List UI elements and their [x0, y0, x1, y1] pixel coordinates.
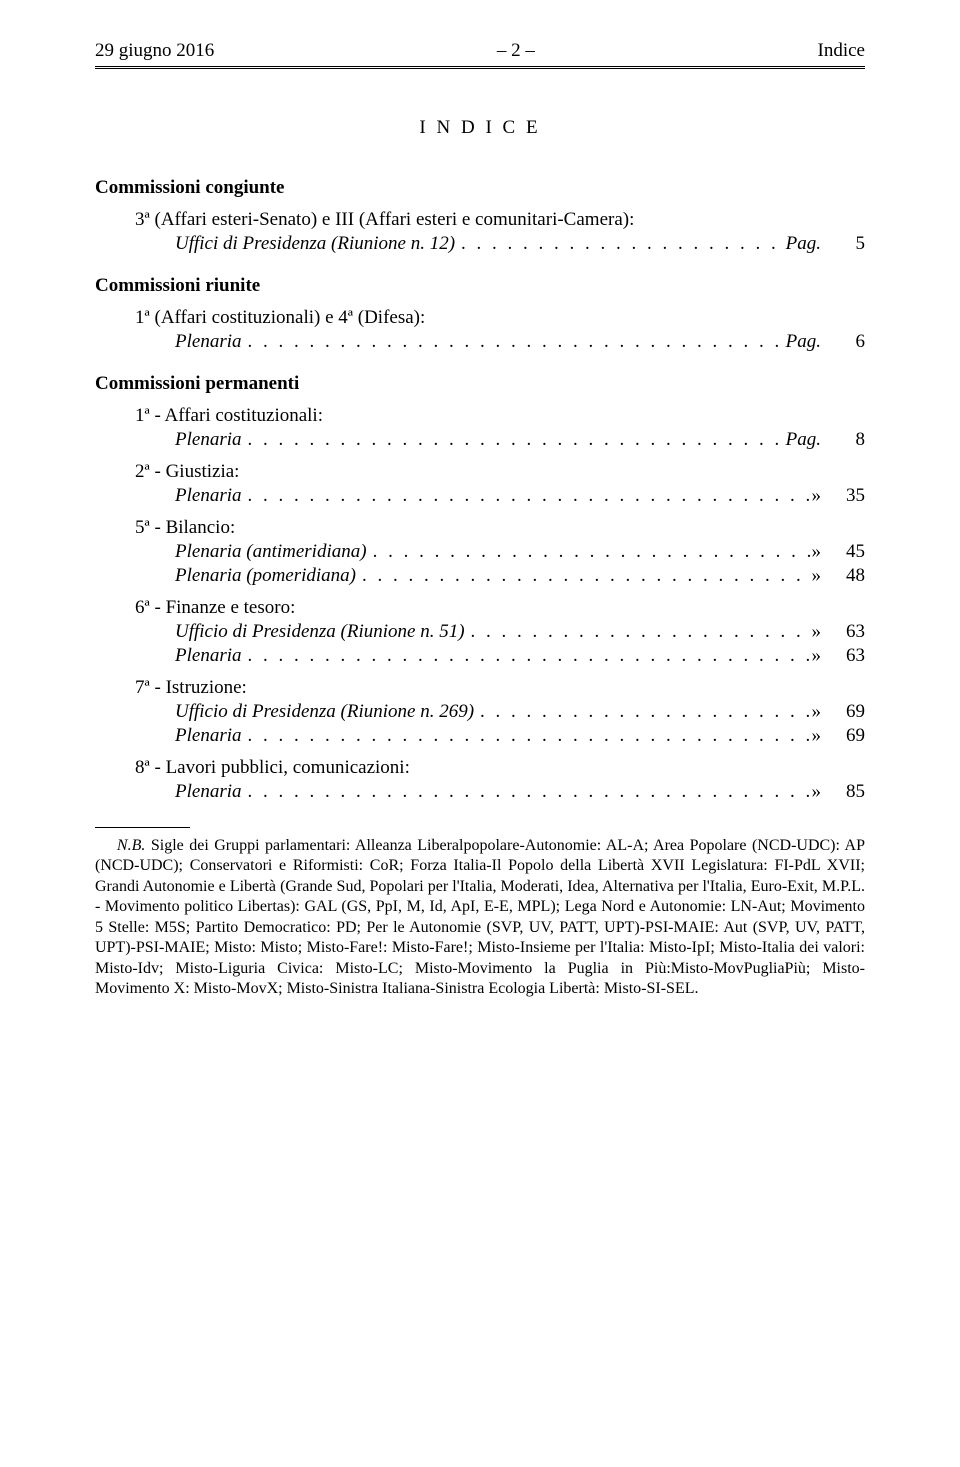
toc-line: Ufficio di Presidenza (Riunione n. 51) »6… — [175, 621, 865, 643]
toc-subentry: 3ª (Affari esteri-Senato) e III (Affari … — [135, 209, 865, 231]
toc-subentry: 8ª - Lavori pubblici, comunicazioni: — [135, 757, 865, 779]
section-heading: Commissioni riunite — [95, 275, 865, 297]
page-header: 29 giugno 2016 – 2 – Indice — [95, 40, 865, 66]
toc-label: Plenaria (pomeridiana) — [175, 565, 356, 587]
toc-leader-dots — [242, 485, 812, 507]
toc-leader-dots — [474, 701, 811, 723]
footnote-lead: N.B. — [117, 837, 145, 854]
header-rule — [95, 66, 865, 69]
toc-label: Plenaria — [175, 331, 242, 353]
toc-line: Plenaria Pag.8 — [175, 429, 865, 451]
toc-line: Plenaria »35 — [175, 485, 865, 507]
toc-page-ref: »69 — [812, 701, 866, 723]
footnote-rule — [95, 827, 190, 828]
toc-line: Plenaria (antimeridiana) »45 — [175, 541, 865, 563]
toc-page-ref: Pag.5 — [786, 233, 865, 255]
toc-line: Plenaria (pomeridiana) »48 — [175, 565, 865, 587]
toc-leader-dots — [356, 565, 811, 587]
toc-leader-dots — [367, 541, 812, 563]
toc-line: Uffici di Presidenza (Riunione n. 12) Pag… — [175, 233, 865, 255]
footnote-body: Sigle dei Gruppi parlamentari: Alleanza … — [95, 837, 865, 997]
toc-subentry: 1ª (Affari costituzionali) e 4ª (Difesa)… — [135, 307, 865, 329]
toc-label: Plenaria — [175, 645, 242, 667]
toc-leader-dots — [242, 429, 786, 451]
toc-line: Plenaria Pag.6 — [175, 331, 865, 353]
toc-page-ref: »48 — [812, 565, 866, 587]
toc-page-ref: »63 — [812, 645, 866, 667]
toc-leader-dots — [242, 331, 786, 353]
toc-page-ref: Pag.8 — [786, 429, 865, 451]
header-page-number: – 2 – — [497, 40, 535, 62]
toc-line: Ufficio di Presidenza (Riunione n. 269) »… — [175, 701, 865, 723]
toc-label: Plenaria — [175, 725, 242, 747]
document-page: 29 giugno 2016 – 2 – Indice I N D I C E … — [0, 0, 960, 1050]
footnote: N.B. Sigle dei Gruppi parlamentari: Alle… — [95, 836, 865, 1000]
toc-page-ref: »45 — [812, 541, 866, 563]
toc-label: Ufficio di Presidenza (Riunione n. 269) — [175, 701, 474, 723]
toc-leader-dots — [242, 781, 812, 803]
toc-line: Plenaria »69 — [175, 725, 865, 747]
toc-label: Plenaria (antimeridiana) — [175, 541, 367, 563]
index-title: I N D I C E — [95, 117, 865, 139]
header-section: Indice — [818, 40, 865, 62]
toc-line: Plenaria »63 — [175, 645, 865, 667]
toc-subentry: 7ª - Istruzione: — [135, 677, 865, 699]
toc-page-ref: »85 — [812, 781, 866, 803]
toc-label: Ufficio di Presidenza (Riunione n. 51) — [175, 621, 465, 643]
toc-leader-dots — [455, 233, 786, 255]
toc-subentry: 5ª - Bilancio: — [135, 517, 865, 539]
toc-subentry: 2ª - Giustizia: — [135, 461, 865, 483]
section-heading: Commissioni permanenti — [95, 373, 865, 395]
toc-label: Uffici di Presidenza (Riunione n. 12) — [175, 233, 455, 255]
toc-label: Plenaria — [175, 781, 242, 803]
section-heading: Commissioni congiunte — [95, 177, 865, 199]
table-of-contents: Commissioni congiunte 3ª (Affari esteri-S… — [95, 177, 865, 803]
toc-subentry: 6ª - Finanze e tesoro: — [135, 597, 865, 619]
toc-label: Plenaria — [175, 429, 242, 451]
toc-page-ref: »35 — [812, 485, 866, 507]
toc-page-ref: Pag.6 — [786, 331, 865, 353]
toc-label: Plenaria — [175, 485, 242, 507]
header-date: 29 giugno 2016 — [95, 40, 214, 62]
toc-leader-dots — [242, 725, 812, 747]
toc-page-ref: »63 — [812, 621, 866, 643]
toc-leader-dots — [465, 621, 812, 643]
toc-leader-dots — [242, 645, 812, 667]
toc-page-ref: »69 — [812, 725, 866, 747]
toc-line: Plenaria »85 — [175, 781, 865, 803]
toc-subentry: 1ª - Affari costituzionali: — [135, 405, 865, 427]
